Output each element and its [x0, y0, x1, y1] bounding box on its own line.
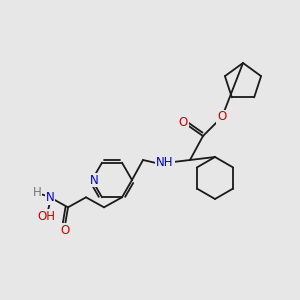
- Text: O: O: [60, 224, 70, 237]
- Text: N: N: [90, 173, 98, 187]
- Text: H: H: [33, 186, 41, 199]
- Text: O: O: [178, 116, 188, 128]
- Text: NH: NH: [156, 157, 174, 169]
- Text: OH: OH: [37, 210, 55, 223]
- Text: O: O: [218, 110, 226, 124]
- Text: N: N: [46, 191, 54, 204]
